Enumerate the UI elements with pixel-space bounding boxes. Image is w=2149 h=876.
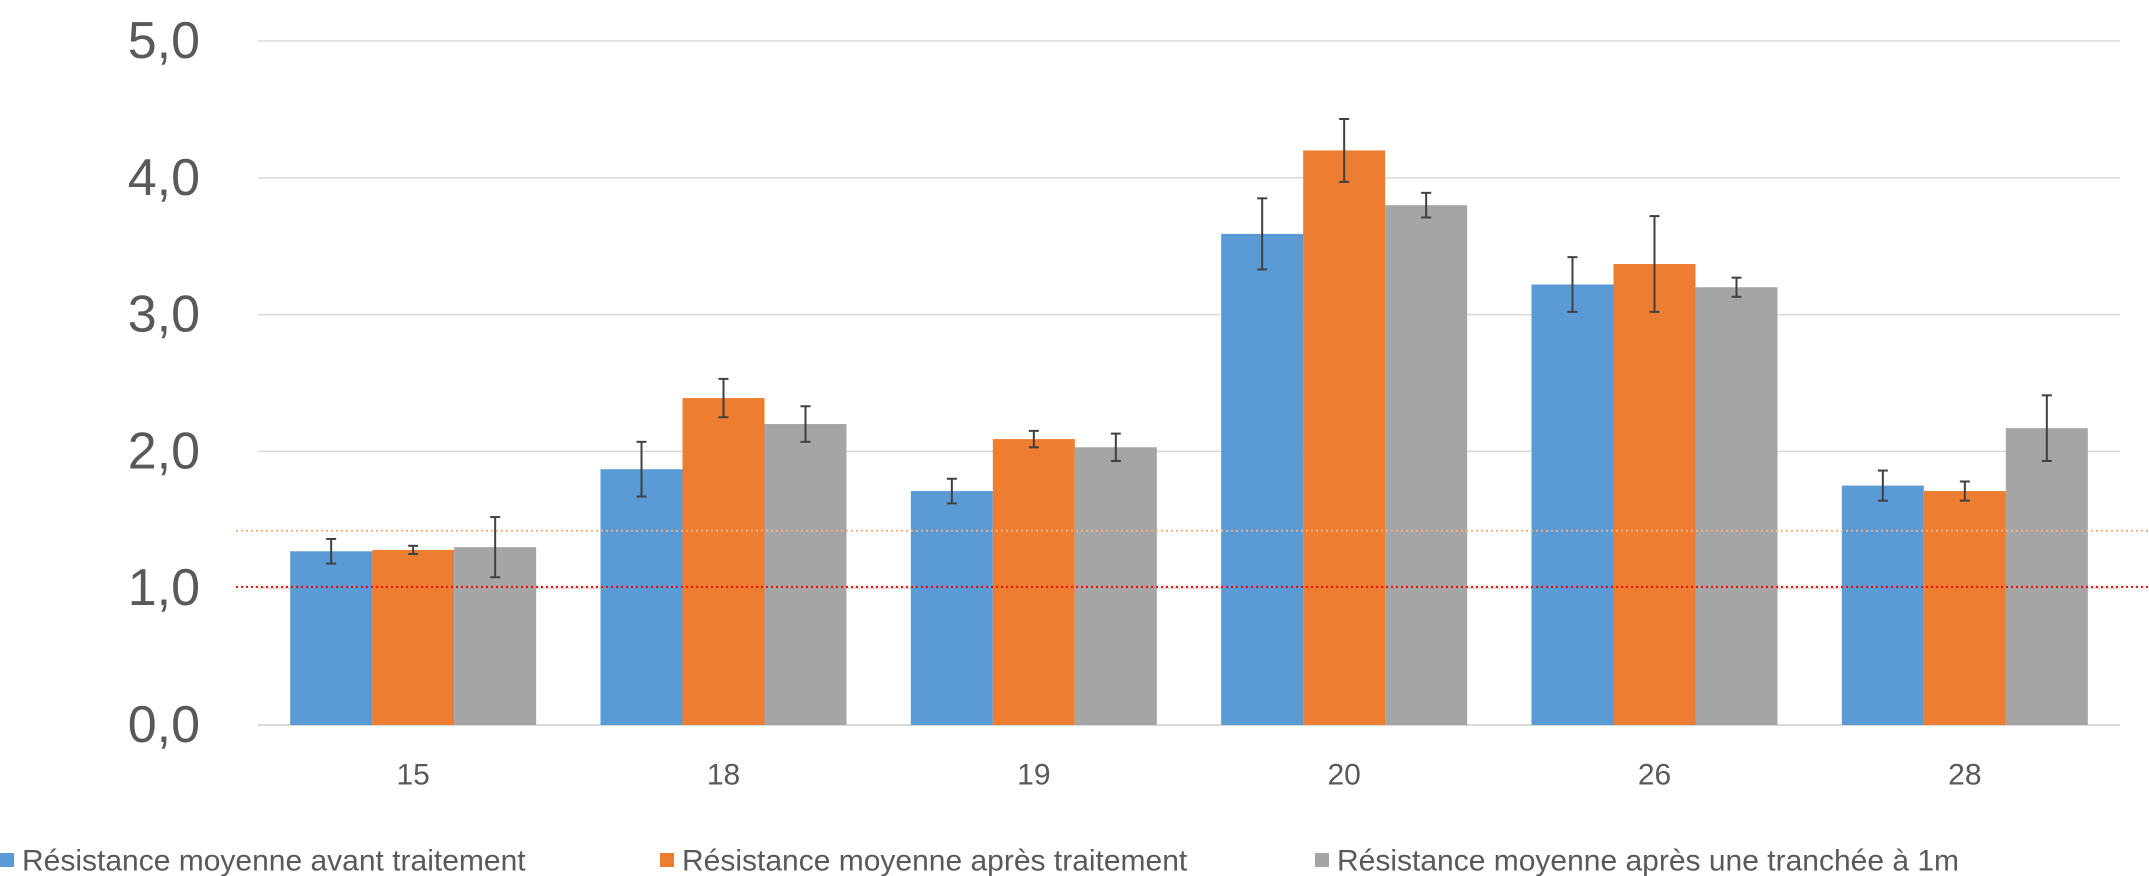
legend-swatch [660,853,674,867]
y-axis-ticks: 0,0 1,0 2,0 3,0 4,0 5,0 [128,12,200,754]
error-bar [1959,480,1970,502]
error-bar [1257,197,1268,271]
error-bar [1110,432,1121,462]
error-bar [408,544,419,555]
legend-swatch [0,853,14,867]
error-bar [1421,191,1432,219]
bar [1385,205,1468,725]
bars [290,150,2088,725]
bar [1613,263,1696,725]
bar [992,439,1075,725]
bar [1695,287,1778,725]
bar [1074,447,1157,725]
error-bar [1731,276,1742,298]
error-bar [636,440,647,498]
legend-item: Résistance moyenne après une tranchée à … [1315,845,1959,876]
bar [600,469,683,725]
x-tick-label: 28 [1948,759,1981,792]
bar [1923,491,2006,725]
y-tick-label: 2,0 [128,422,200,480]
error-bar [2041,394,2052,462]
bar [682,398,765,725]
x-tick-label: 26 [1638,759,1671,792]
error-bar [1567,256,1578,313]
error-bar [1649,215,1660,313]
x-tick-label: 18 [707,759,740,792]
legend-item: Résistance moyenne avant traitement [0,845,526,876]
reference-lines [236,529,2149,588]
y-tick-label: 0,0 [128,696,200,754]
bar [1841,485,1924,725]
error-bar [490,516,501,579]
bar [1531,284,1614,725]
error-bar [326,537,337,565]
x-axis-ticks: 15 18 19 20 26 28 [396,759,1981,792]
error-bar [800,405,811,443]
y-tick-label: 3,0 [128,286,200,344]
error-bar [1877,469,1888,502]
bar [1221,233,1304,725]
bar [764,424,847,725]
bar [2005,428,2088,725]
error-bar [1339,117,1350,183]
legend-swatch [1315,853,1329,867]
error-bar [718,377,729,419]
y-tick-label: 1,0 [128,559,200,617]
x-tick-label: 15 [396,759,429,792]
grid-lines [258,40,2120,726]
x-tick-label: 19 [1017,759,1050,792]
bar [910,491,993,725]
bar [290,551,373,725]
legend-item: Résistance moyenne après traitement [660,845,1188,876]
error-bars [326,117,2052,579]
legend: Résistance moyenne avant traitement Résis… [0,845,1959,876]
error-bar [1028,429,1039,449]
y-tick-label: 4,0 [128,149,200,207]
y-tick-label: 5,0 [128,12,200,70]
error-bar [946,477,957,505]
bar [372,549,455,725]
legend-label: Résistance moyenne après traitement [682,845,1188,876]
legend-label: Résistance moyenne après une tranchée à … [1337,845,1959,876]
x-tick-label: 20 [1327,759,1360,792]
legend-label: Résistance moyenne avant traitement [22,845,526,876]
bar [1303,150,1386,725]
